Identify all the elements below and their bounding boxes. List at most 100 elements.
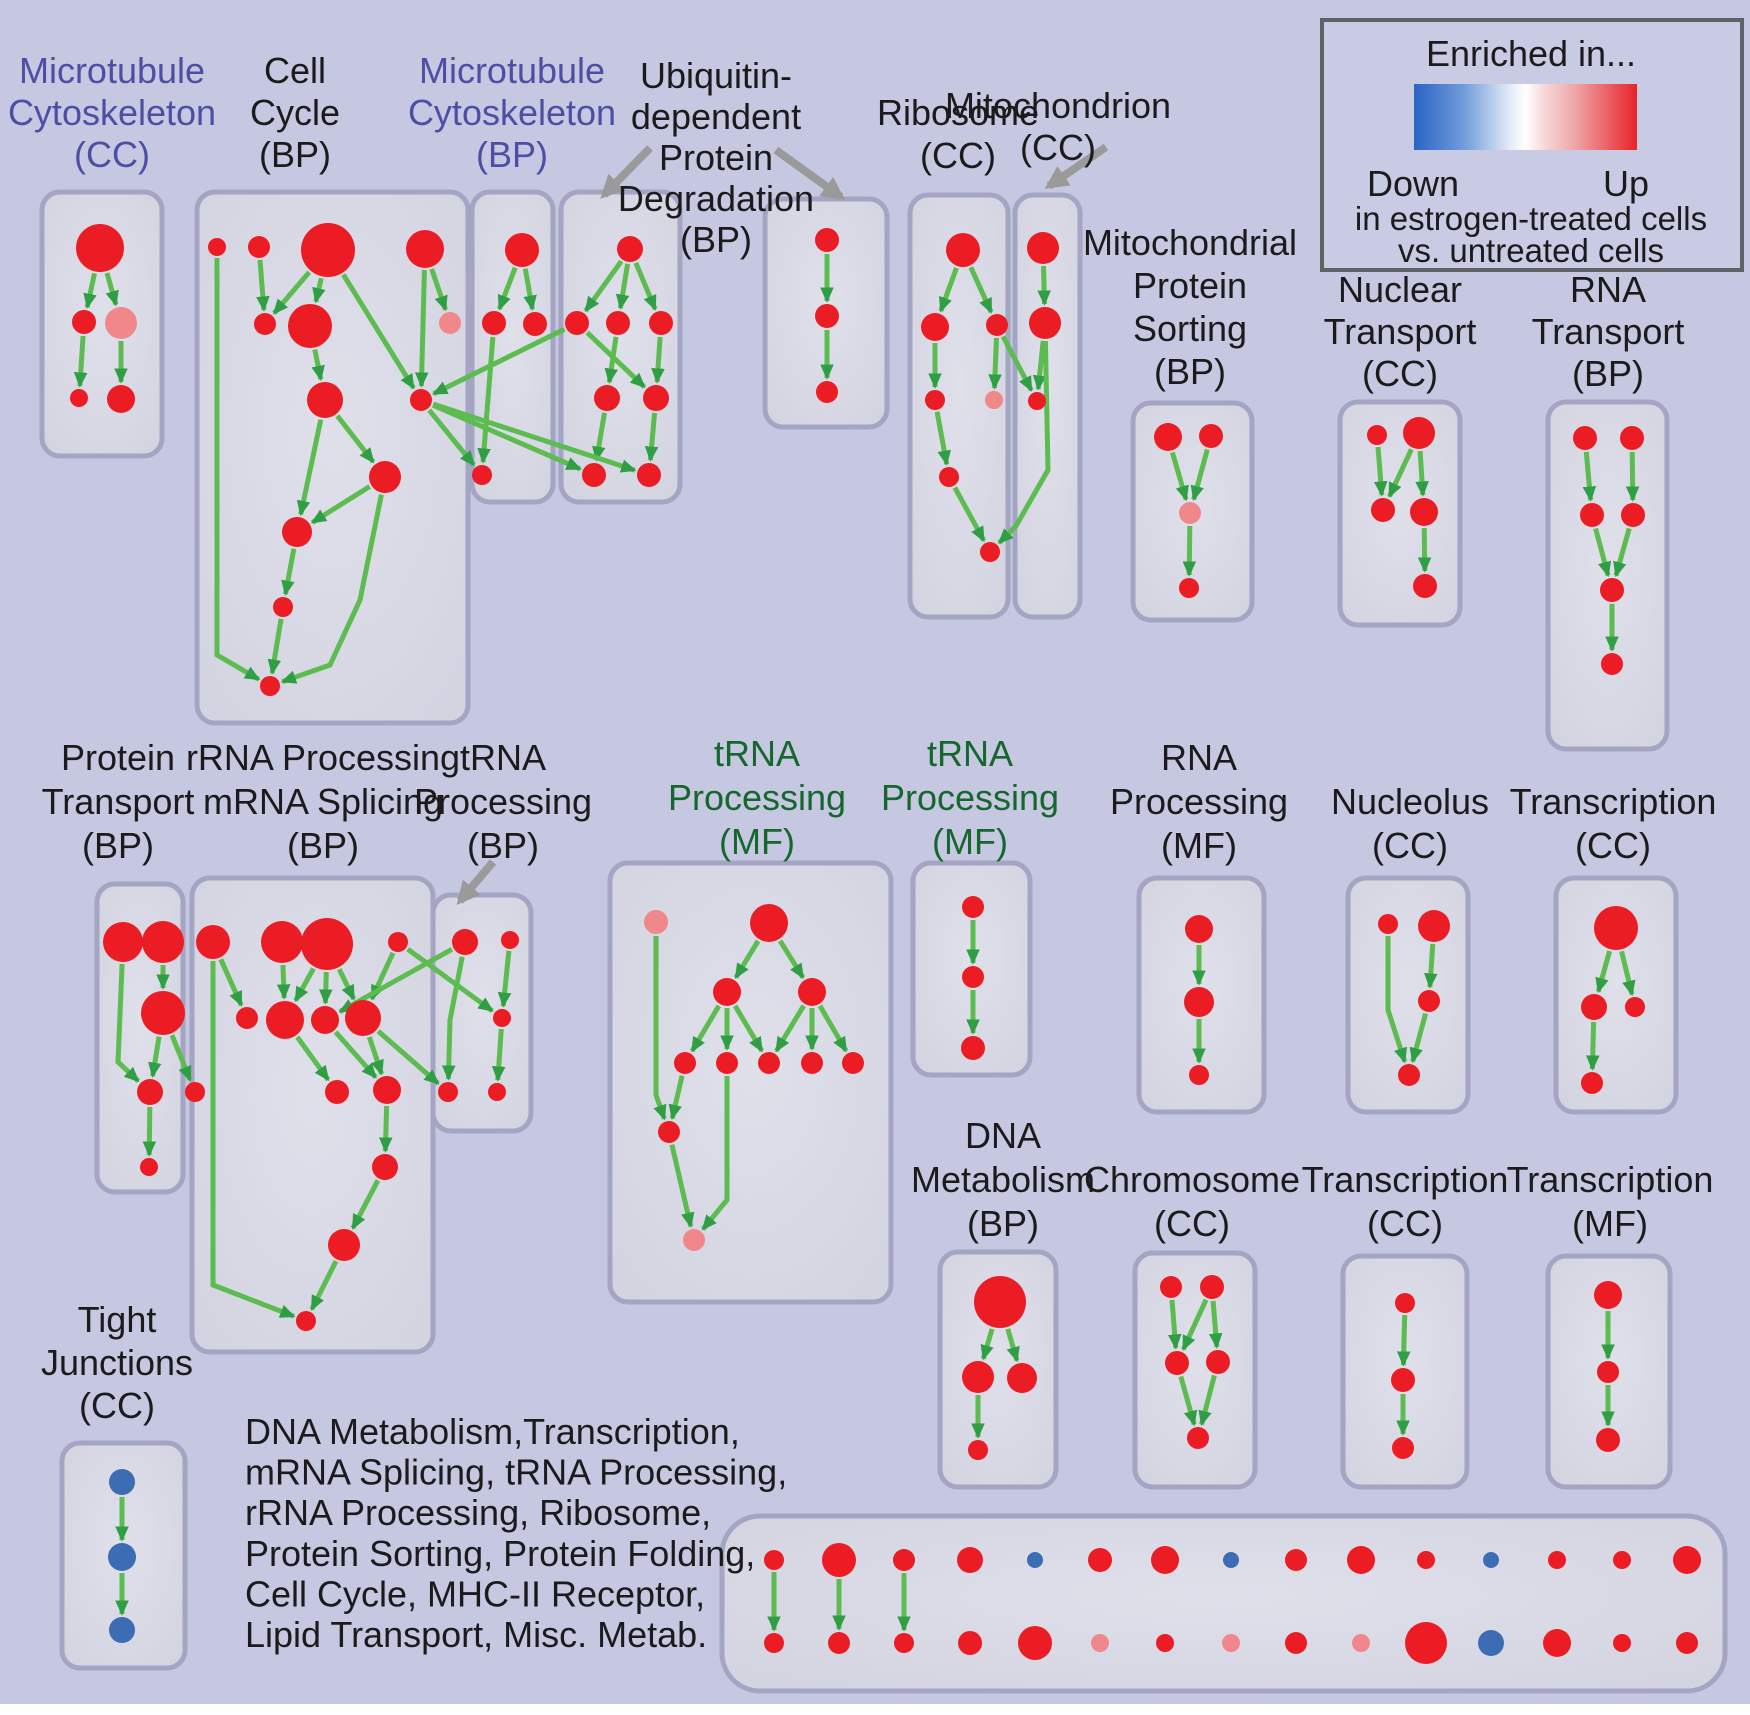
rrna-mrna-splicing-edge <box>378 1105 393 1153</box>
rrna-mrna-splicing-node <box>311 1006 339 1034</box>
trna-processing-bp-edge <box>441 956 465 1081</box>
ubiquitin-degradation-1-node <box>643 385 669 411</box>
chromosome-edge <box>1167 1299 1182 1350</box>
trna-processing-mf-1-node <box>801 1052 823 1074</box>
nucleolus-edge <box>1424 943 1438 989</box>
ubiquitin-degradation-1-edge <box>592 412 607 462</box>
trna-processing-mf-1-node <box>842 1052 864 1074</box>
misc-strip-node <box>1151 1546 1179 1574</box>
nucleolus-label: Nucleolus (CC) <box>1331 781 1489 866</box>
misc-strip-node <box>1673 1546 1701 1574</box>
transcription-mf-node <box>1596 1428 1620 1452</box>
trna-processing-bp-node <box>488 1083 506 1101</box>
chromosome-node <box>1200 1275 1224 1299</box>
mito-protein-sorting-edge <box>1182 525 1197 577</box>
rrna-mrna-splicing-edge <box>333 1030 378 1079</box>
rna-transport-node <box>1620 426 1644 450</box>
ribosome-node <box>921 313 949 341</box>
nuclear-transport-edge <box>1415 450 1429 497</box>
rna-processing-mf-node <box>1184 987 1214 1017</box>
misc-strip-node <box>1091 1634 1109 1652</box>
rrna-mrna-splicing-node <box>196 925 230 959</box>
microtubule-cytoskeleton-bp-node <box>505 233 539 267</box>
dna-metabolism-node <box>1007 1363 1037 1393</box>
trna-processing-bp-label: tRNA Processing (BP) <box>414 737 592 866</box>
rrna-mrna-splicing-node <box>388 932 408 952</box>
misc-strip-node <box>1483 1552 1499 1568</box>
rrna-mrna-splicing-edge <box>366 1036 384 1076</box>
misc-strip-node <box>764 1550 784 1570</box>
tight-junctions-node <box>109 1469 135 1495</box>
trna-processing-mf-2-node <box>962 896 984 918</box>
tight-junctions-node <box>108 1543 136 1571</box>
mitochondrion-edge <box>1037 265 1051 306</box>
cell-cycle-edge <box>312 277 326 304</box>
cell-cycle-node <box>410 389 432 411</box>
ribosome-label: Ribosome (CC) <box>877 92 1039 176</box>
misc-strip-node <box>1676 1632 1698 1654</box>
mito-protein-sorting-node <box>1179 502 1201 524</box>
transcription-cc-upper-node <box>1581 1072 1603 1094</box>
rrna-mrna-splicing-node <box>373 1076 401 1104</box>
microtubule-cytoskeleton-bp-label: Microtubule Cytoskeleton (BP) <box>408 50 616 175</box>
cross-edge <box>431 402 582 472</box>
trna-processing-mf-1-node <box>683 1229 705 1251</box>
microtubule-cytoskeleton-bp-edge <box>497 266 518 311</box>
trna-processing-mf-1-edge <box>668 1075 685 1121</box>
transcription-cc-upper-node <box>1594 906 1638 950</box>
trna-processing-mf-1-node <box>750 904 788 942</box>
cell-cycle-node <box>260 676 280 696</box>
ribosome-node <box>925 390 945 410</box>
ribosome-node <box>985 391 1003 409</box>
ubiquitin-degradation-1-box <box>558 189 683 505</box>
microtubule-cytoskeleton-cc-node <box>70 389 88 407</box>
mito-protein-sorting-node <box>1179 578 1199 598</box>
ubiquitin-degradation-2-node <box>815 304 839 328</box>
protein-transport-label: Protein Transport (BP) <box>42 737 195 866</box>
misc-strip-node <box>1613 1634 1631 1652</box>
dna-metabolism-edge <box>980 1328 995 1361</box>
cell-cycle-edge <box>281 548 297 596</box>
chromosome-edge <box>1198 1374 1217 1427</box>
protein-transport-node <box>142 921 184 963</box>
microtubule-cytoskeleton-bp-edge <box>522 268 537 311</box>
transcription-mf-node <box>1594 1281 1622 1309</box>
cell-cycle-node <box>254 313 276 335</box>
tight-junctions-node <box>109 1617 135 1643</box>
rna-transport-node <box>1601 653 1623 675</box>
microtubule-cytoskeleton-cc-edge <box>83 272 97 309</box>
rna-transport-edge <box>1593 527 1612 578</box>
ubiquitin-degradation-1-edge <box>644 412 659 462</box>
dna-metabolism-edge <box>1005 1328 1020 1363</box>
protein-transport-node <box>137 1079 163 1105</box>
chromosome-label: Chromosome (CC) <box>1084 1159 1300 1244</box>
cross-edge <box>427 408 476 467</box>
tight-junctions-label: Tight Junctions (CC) <box>41 1299 193 1426</box>
trna-processing-mf-2-node <box>962 966 984 988</box>
rrna-mrna-splicing-node <box>328 1229 360 1261</box>
chromosome-edge <box>1208 1300 1223 1349</box>
trna-processing-mf-1-node <box>716 1052 738 1074</box>
trna-processing-mf-1-edge <box>700 1076 730 1231</box>
misc-strip-node <box>828 1632 850 1654</box>
rrna-mrna-splicing-node <box>372 1154 398 1180</box>
microtubule-cytoskeleton-bp-edge <box>477 336 496 464</box>
nucleolus-node <box>1378 914 1398 934</box>
trna-processing-mf-1-node <box>658 1121 680 1143</box>
cell-cycle-label: Cell Cycle (BP) <box>250 50 340 175</box>
trna-processing-mf-1-box <box>607 860 894 1305</box>
cell-cycle-node <box>301 223 355 277</box>
cell-cycle-edge <box>311 349 325 382</box>
merged-categories-text: DNA Metabolism,Transcription, mRNA Splici… <box>245 1411 787 1655</box>
transcription-cc-lower-node <box>1392 1437 1414 1459</box>
dna-metabolism-node <box>974 1276 1026 1328</box>
pointer-arrows-layer <box>456 143 1109 905</box>
chromosome-node <box>1187 1427 1209 1449</box>
ubiquitin-degradation-1-edge <box>583 259 624 313</box>
microtubule-cytoskeleton-cc-node <box>107 385 135 413</box>
rrna-mrna-splicing-edge <box>318 971 333 1005</box>
legend-subtitle-1: in estrogen-treated cells <box>1355 200 1707 237</box>
mito-protein-sorting-label: Mitochondrial Protein Sorting (BP) <box>1083 222 1297 392</box>
rrna-mrna-splicing-node <box>345 1000 381 1036</box>
